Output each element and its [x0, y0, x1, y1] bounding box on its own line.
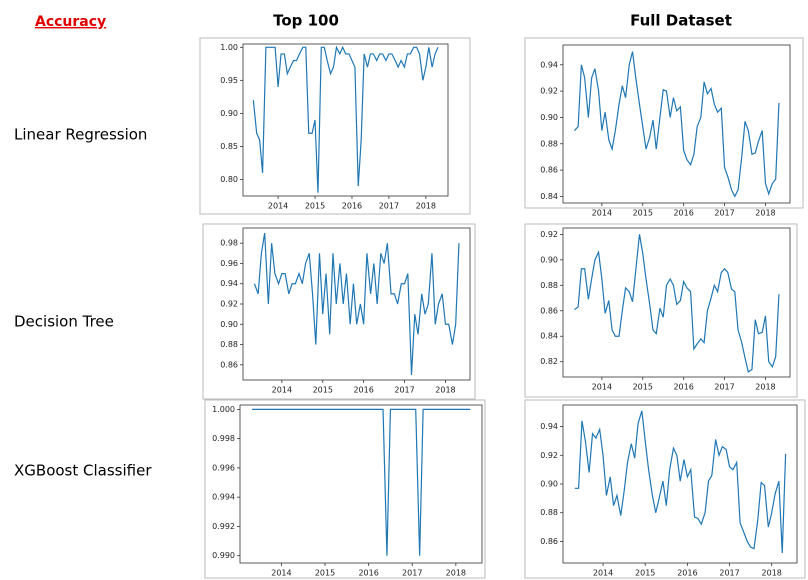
y-tick-label: 0.90	[220, 109, 238, 118]
y-tick-label: 0.98	[220, 239, 238, 248]
y-tick-label: 0.90	[540, 480, 558, 489]
y-tick-label: 0.990	[212, 551, 235, 560]
y-tick-label: 0.80	[220, 175, 238, 184]
x-tick-label: 2017	[394, 386, 414, 395]
x-tick-label: 2015	[305, 202, 325, 211]
y-tick-label: 0.92	[220, 300, 238, 309]
axes-frame	[562, 44, 791, 204]
x-tick-label: 2016	[342, 202, 362, 211]
y-tick-label: 0.86	[220, 360, 238, 369]
row-label: Linear Regression	[14, 126, 147, 144]
y-tick-label: 0.94	[220, 279, 238, 288]
x-tick-label: 2014	[272, 386, 292, 395]
row-label: XGBoost Classifier	[14, 462, 152, 480]
accuracy-line	[574, 51, 780, 198]
x-tick-label: 2015	[633, 209, 653, 218]
x-tick-label: 2018	[755, 383, 775, 392]
column-title: Top 100	[273, 12, 339, 30]
y-tick-label: 0.86	[540, 166, 558, 175]
x-tick-label: 2016	[353, 386, 373, 395]
y-tick-label: 0.90	[540, 255, 558, 264]
column-title: Full Dataset	[630, 12, 732, 30]
y-tick-label: 0.84	[540, 332, 558, 341]
y-tick-label: 0.84	[540, 192, 558, 201]
x-tick-label: 2014	[268, 202, 288, 211]
accuracy-title: Accuracy	[35, 14, 106, 30]
y-tick-label: 0.90	[220, 320, 238, 329]
accuracy-line	[574, 410, 787, 553]
x-tick-label: 2016	[358, 569, 378, 578]
chart-box	[524, 399, 806, 579]
y-tick-label: 0.88	[540, 139, 558, 148]
x-tick-label: 2014	[592, 209, 612, 218]
chart-box	[204, 399, 486, 579]
y-tick-label: 0.82	[540, 357, 558, 366]
chart-box	[202, 223, 476, 400]
y-tick-label: 0.94	[540, 422, 558, 431]
accuracy-line	[252, 408, 471, 556]
x-tick-label: 2016	[673, 383, 693, 392]
y-tick-label: 0.90	[540, 113, 558, 122]
y-tick-label: 0.85	[220, 142, 238, 151]
x-tick-label: 2017	[379, 202, 399, 211]
y-tick-label: 1.00	[220, 43, 238, 52]
axes-frame	[239, 404, 483, 564]
y-tick-label: 0.95	[220, 76, 238, 85]
y-tick-label: 0.94	[540, 60, 558, 69]
chart-box	[524, 37, 804, 209]
accuracy-line	[574, 234, 780, 373]
x-tick-label: 2015	[635, 569, 655, 578]
x-tick-label: 2014	[592, 383, 612, 392]
y-tick-label: 0.92	[540, 451, 558, 460]
y-tick-label: 0.88	[540, 508, 558, 517]
x-tick-label: 2016	[673, 209, 693, 218]
y-tick-label: 0.998	[212, 434, 235, 443]
x-tick-label: 2018	[446, 569, 466, 578]
x-tick-label: 2018	[435, 386, 455, 395]
x-tick-label: 2017	[714, 383, 734, 392]
y-tick-label: 0.92	[540, 87, 558, 96]
x-tick-label: 2015	[315, 569, 335, 578]
y-tick-label: 0.88	[220, 340, 238, 349]
x-tick-label: 2018	[416, 202, 436, 211]
x-tick-label: 2017	[402, 569, 422, 578]
accuracy-line	[252, 45, 439, 193]
x-tick-label: 2017	[714, 209, 734, 218]
axes-frame	[242, 43, 449, 197]
x-tick-label: 2017	[719, 569, 739, 578]
y-tick-label: 0.96	[220, 259, 238, 268]
x-tick-label: 2016	[677, 569, 697, 578]
row-label: Decision Tree	[14, 313, 114, 331]
y-tick-label: 0.996	[212, 463, 235, 472]
y-tick-label: 0.86	[540, 537, 558, 546]
y-tick-label: 0.92	[540, 230, 558, 239]
x-tick-label: 2015	[633, 383, 653, 392]
x-tick-label: 2018	[762, 569, 782, 578]
y-tick-label: 0.992	[212, 522, 235, 531]
x-tick-label: 2018	[755, 209, 775, 218]
chart-box	[199, 37, 471, 215]
axes-frame	[562, 227, 791, 378]
y-tick-label: 1.000	[212, 405, 235, 414]
x-tick-label: 2015	[313, 386, 333, 395]
y-tick-label: 0.994	[212, 493, 235, 502]
x-tick-label: 2014	[271, 569, 291, 578]
y-tick-label: 0.88	[540, 281, 558, 290]
y-tick-label: 0.86	[540, 306, 558, 315]
accuracy-line	[253, 232, 460, 375]
x-tick-label: 2014	[593, 569, 613, 578]
